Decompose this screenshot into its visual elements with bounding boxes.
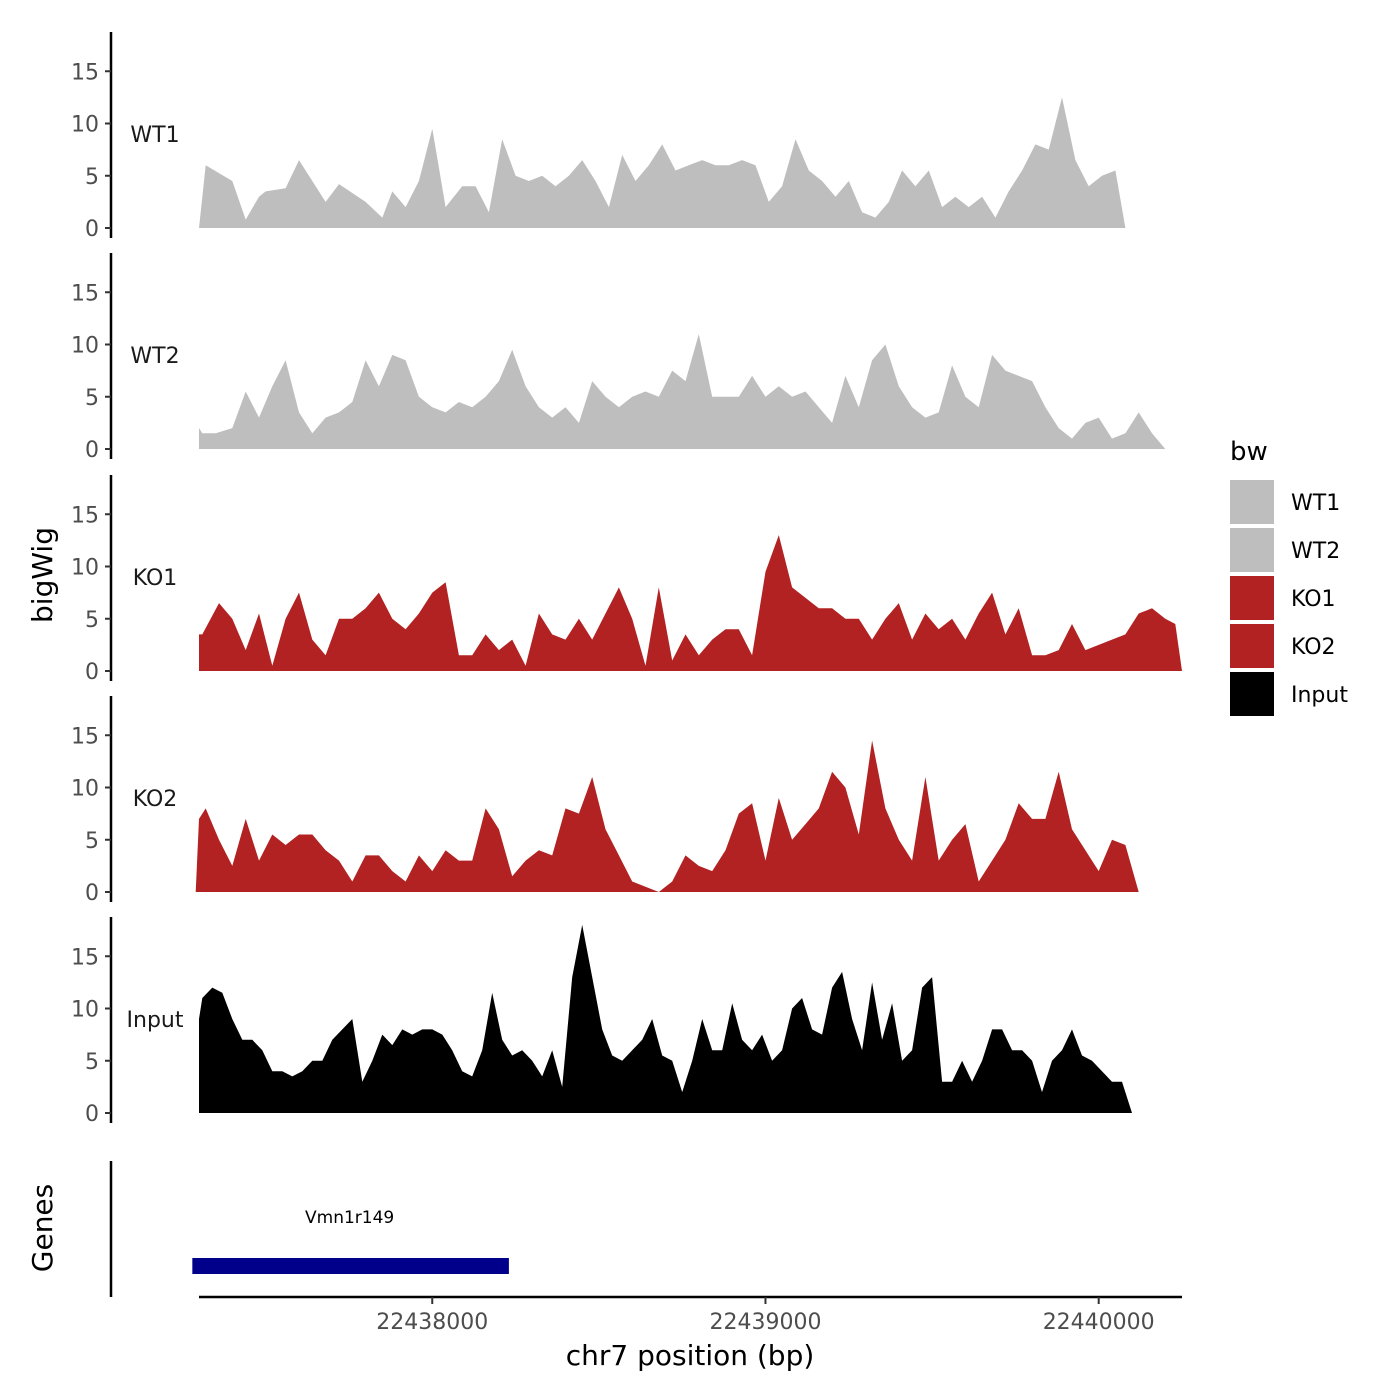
legend-swatch-wt1 — [1230, 480, 1274, 524]
y-tick-label: 0 — [85, 881, 99, 906]
y-tick-label: 10 — [71, 113, 99, 138]
area-ko2 — [195, 740, 1182, 892]
gene-label: Vmn1r149 — [305, 1208, 394, 1228]
y-tick-label: 0 — [85, 438, 99, 463]
gene-track: Genes Vmn1r149 — [26, 1161, 509, 1297]
legend-label-wt2: WT2 — [1291, 539, 1340, 564]
y-tick-label: 0 — [85, 1102, 99, 1127]
y-tick-label: 10 — [71, 777, 99, 802]
legend-label-ko2: KO2 — [1291, 635, 1336, 660]
panel-ko2: 0 5 10 15 KO2 — [71, 696, 1182, 906]
x-tick-label: 22440000 — [1043, 1310, 1155, 1335]
x-tick-label: 22439000 — [709, 1310, 821, 1335]
legend-swatch-ko1 — [1230, 576, 1274, 620]
panel-label-ko1: KO1 — [133, 566, 178, 591]
x-axis: 22438000 22439000 22440000 chr7 position (… — [199, 1295, 1182, 1372]
legend-swatch-input — [1230, 672, 1274, 716]
y-tick-label: 5 — [85, 386, 99, 411]
area-ko1 — [199, 535, 1182, 671]
area-wt2 — [199, 334, 1182, 449]
panel-ko1: 0 5 10 15 KO1 — [71, 475, 1182, 685]
legend-swatch-wt2 — [1230, 528, 1274, 572]
panel-label-ko2: KO2 — [133, 787, 178, 812]
gene-body — [192, 1258, 509, 1274]
area-input — [199, 924, 1179, 1113]
panel-input: 0 5 10 15 Input — [71, 917, 1179, 1127]
y-tick-label: 15 — [71, 945, 99, 970]
y-tick-label: 10 — [71, 556, 99, 581]
y-tick-label: 5 — [85, 1050, 99, 1075]
y-axis-title: bigWig — [26, 527, 59, 623]
x-tick-label: 22438000 — [376, 1310, 488, 1335]
track-panels: 0 5 10 15 WT1 0 5 10 15 WT2 0 5 10 15 KO1 0 5 10 15 KO2 0 5 10… — [71, 32, 1182, 1127]
legend-title: bw — [1230, 437, 1268, 467]
legend-label-wt1: WT1 — [1291, 491, 1340, 516]
y-tick-label: 15 — [71, 503, 99, 528]
y-tick-label: 0 — [85, 217, 99, 242]
y-tick-label: 15 — [71, 281, 99, 306]
panel-label-wt2: WT2 — [130, 344, 179, 369]
legend-swatch-ko2 — [1230, 624, 1274, 668]
genes-track-title: Genes — [26, 1184, 59, 1272]
x-axis-title: chr7 position (bp) — [566, 1339, 815, 1372]
y-tick-label: 5 — [85, 165, 99, 190]
y-tick-label: 15 — [71, 724, 99, 749]
y-tick-label: 15 — [71, 60, 99, 85]
panel-wt2: 0 5 10 15 WT2 — [71, 253, 1182, 463]
y-tick-label: 10 — [71, 334, 99, 359]
legend-label-input: Input — [1291, 683, 1348, 708]
y-tick-label: 5 — [85, 608, 99, 633]
legend: bw WT1 WT2 KO1 KO2 Input — [1230, 437, 1348, 716]
y-tick-label: 5 — [85, 829, 99, 854]
panel-wt1: 0 5 10 15 WT1 — [71, 32, 1182, 242]
legend-label-ko1: KO1 — [1291, 587, 1336, 612]
y-tick-label: 0 — [85, 660, 99, 685]
panel-label-input: Input — [127, 1008, 184, 1033]
area-wt1 — [199, 97, 1182, 229]
panel-label-wt1: WT1 — [130, 123, 179, 148]
y-tick-label: 10 — [71, 998, 99, 1023]
